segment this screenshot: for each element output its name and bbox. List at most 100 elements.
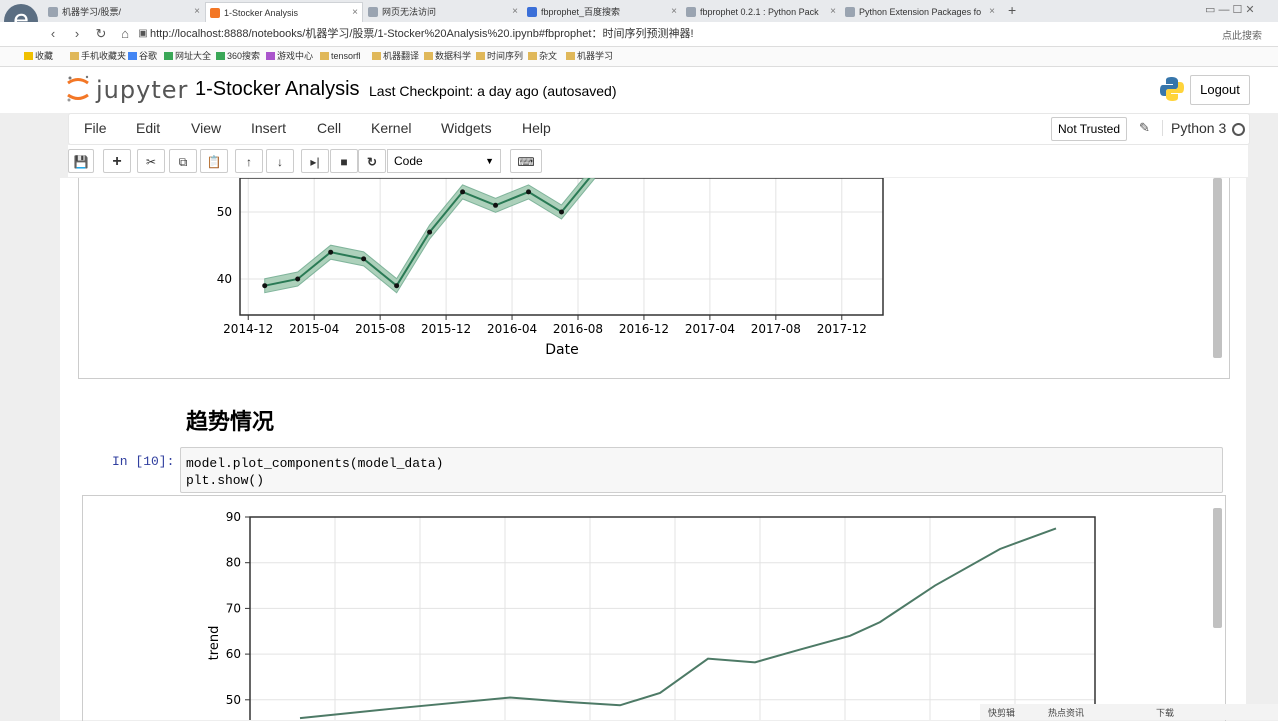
back-icon[interactable]: ‹: [50, 26, 56, 41]
insert-cell-icon[interactable]: +: [103, 149, 131, 173]
page-info-icon[interactable]: ▣: [138, 28, 148, 39]
search-box-hint[interactable]: 点此搜索: [1222, 31, 1262, 42]
cut-icon[interactable]: ✂: [137, 149, 165, 173]
bookmarks-bar: 收藏 手机收藏夹 谷歌 网址大全 360搜索 游戏中心 tensorfl 机器翻…: [0, 47, 1278, 67]
y-tick-label: 90: [226, 510, 241, 524]
status-item[interactable]: 快剪辑: [988, 708, 1016, 718]
forecast-x-axis-label: Date: [545, 342, 578, 358]
x-tick-label: 2017-08: [751, 322, 801, 336]
browser-status-bar: 快剪辑 热点资讯 下载: [980, 704, 1278, 720]
y-tick-label: 50: [217, 205, 232, 219]
browser-tab[interactable]: 机器学习/股票/×: [44, 2, 204, 22]
bookmark-item[interactable]: 杂文: [528, 50, 557, 62]
output-scrollbar[interactable]: [1213, 508, 1222, 628]
refresh-icon[interactable]: ↻: [95, 26, 107, 41]
status-item[interactable]: 热点资讯: [1048, 708, 1085, 718]
observed-point: [295, 276, 301, 282]
observed-point: [526, 189, 532, 195]
output-area-components[interactable]: [82, 495, 1226, 721]
keyboard-icon[interactable]: ⌨: [510, 149, 542, 173]
move-down-icon[interactable]: ↓: [266, 149, 294, 173]
forecast-uncertainty-band: [264, 178, 595, 294]
paste-icon[interactable]: 📋: [200, 149, 228, 173]
close-tab-icon[interactable]: ×: [194, 6, 200, 17]
kernel-idle-indicator-icon: [1232, 123, 1245, 136]
browser-tab[interactable]: Python Extension Packages fo ×: [841, 2, 999, 22]
jupyter-logo-icon[interactable]: [66, 75, 90, 103]
run-icon[interactable]: ▸|: [301, 149, 329, 173]
logout-button[interactable]: Logout: [1190, 75, 1250, 105]
not-trusted-button[interactable]: Not Trusted: [1051, 117, 1128, 141]
observed-point: [427, 229, 433, 235]
trend-plot-frame: [249, 516, 1096, 720]
menu-view[interactable]: View: [191, 120, 222, 136]
save-icon[interactable]: 💾: [68, 149, 94, 173]
close-tab-icon[interactable]: ×: [830, 6, 836, 17]
bookmark-item[interactable]: 数据科学: [424, 50, 471, 62]
copy-icon[interactable]: ⧉: [169, 149, 197, 173]
bookmark-item[interactable]: 机器学习: [566, 50, 613, 62]
bookmark-item[interactable]: 谷歌: [128, 50, 157, 62]
close-tab-icon[interactable]: ×: [671, 6, 677, 17]
bookmark-item[interactable]: 手机收藏夹: [70, 50, 126, 62]
close-tab-icon[interactable]: ×: [352, 7, 358, 18]
y-tick-label: 40: [217, 272, 232, 286]
browser-tab[interactable]: fbprophet_百度搜索 ×: [523, 2, 681, 22]
x-tick-label: 2016-12: [619, 322, 669, 336]
bookmark-item[interactable]: 游戏中心: [266, 50, 313, 62]
x-tick-label: 2015-04: [289, 322, 339, 336]
forecast-plot-frame: [239, 178, 884, 316]
browser-tab[interactable]: 网页无法访问 ×: [364, 2, 522, 22]
y-tick-label: 50: [226, 693, 241, 707]
forward-icon[interactable]: ›: [74, 26, 80, 41]
x-tick-label: 2017-04: [685, 322, 735, 336]
browser-tab-active[interactable]: 1-Stocker Analysis ×: [205, 2, 363, 22]
observed-point: [394, 283, 400, 289]
y-tick-label: 70: [226, 601, 241, 615]
tab-favicon-icon: [48, 7, 58, 17]
url-field[interactable]: http://localhost:8888/notebooks/机器学习/股票/…: [150, 28, 694, 40]
browser-tab[interactable]: fbprophet 0.2.1 : Python Pack ×: [682, 2, 840, 22]
menu-cell[interactable]: Cell: [317, 120, 342, 136]
observed-point: [328, 249, 334, 255]
kernel-name[interactable]: Python 3: [1162, 120, 1226, 136]
bookmark-item[interactable]: 网址大全: [164, 50, 211, 62]
cell-type-select[interactable]: Code ▼: [387, 149, 501, 173]
observed-point: [460, 189, 466, 195]
markdown-heading: 趋势情况: [186, 409, 275, 434]
menu-kernel[interactable]: Kernel: [371, 120, 412, 136]
x-tick-label: 2014-12: [223, 322, 273, 336]
jupyter-logo-text[interactable]: jupyter: [96, 76, 189, 104]
x-tick-label: 2016-08: [553, 322, 603, 336]
new-tab-icon[interactable]: +: [1008, 2, 1017, 18]
notebook-name[interactable]: 1-Stocker Analysis: [195, 78, 360, 100]
move-up-icon[interactable]: ↑: [235, 149, 263, 173]
menu-widgets[interactable]: Widgets: [441, 120, 492, 136]
code-cell-input[interactable]: model.plot_components(model_data) plt.sh…: [180, 447, 1223, 493]
menu-help[interactable]: Help: [522, 120, 551, 136]
tab-favicon-icon: [686, 7, 696, 17]
close-tab-icon[interactable]: ×: [512, 6, 518, 17]
x-tick-label: 2016-04: [487, 322, 537, 336]
edit-pencil-icon[interactable]: ✎: [1139, 120, 1150, 135]
output-scrollbar[interactable]: [1213, 178, 1222, 358]
menu-insert[interactable]: Insert: [251, 120, 287, 136]
output-area-forecast[interactable]: [78, 178, 1230, 379]
menu-edit[interactable]: Edit: [136, 120, 161, 136]
bookmark-item[interactable]: 360搜索: [216, 50, 260, 62]
code-line: model.plot_components(model_data): [186, 456, 444, 471]
window-controls-icon[interactable]: ▭ — ☐ ✕: [1205, 4, 1255, 16]
menu-file[interactable]: File: [84, 120, 107, 136]
bookmark-item[interactable]: 时间序列: [476, 50, 523, 62]
input-prompt: In [10]:: [112, 454, 175, 469]
bookmark-item[interactable]: 机器翻译: [372, 50, 419, 62]
bookmark-item[interactable]: 收藏: [24, 50, 53, 62]
close-tab-icon[interactable]: ×: [989, 6, 995, 17]
observed-point: [361, 256, 367, 262]
status-item[interactable]: 下载: [1156, 708, 1175, 718]
chevron-down-icon: ▼: [485, 156, 494, 166]
home-icon[interactable]: ⌂: [121, 26, 129, 41]
restart-icon[interactable]: ↻: [358, 149, 386, 173]
bookmark-item[interactable]: tensorfl: [320, 50, 361, 62]
interrupt-icon[interactable]: ■: [330, 149, 358, 173]
